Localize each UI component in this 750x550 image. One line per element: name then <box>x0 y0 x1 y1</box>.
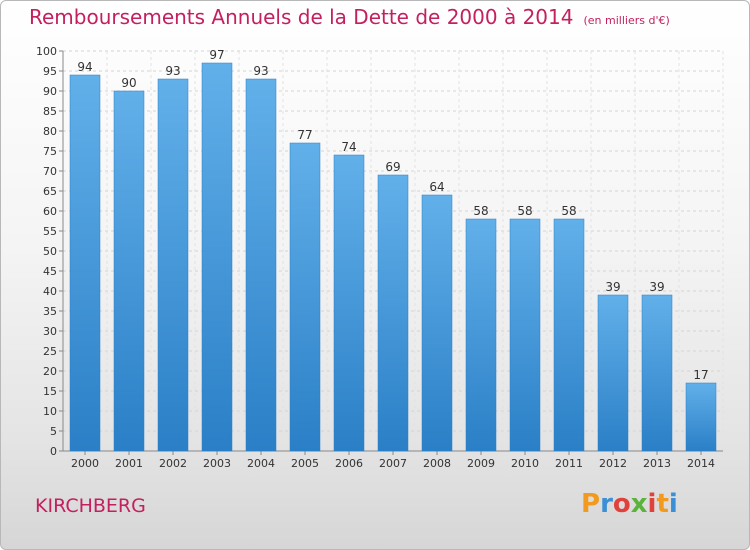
data-label-2004: 93 <box>253 64 268 78</box>
bar-2014 <box>685 382 717 452</box>
y-tick-label: 30 <box>43 325 57 338</box>
x-tick-label-2013: 2013 <box>643 457 671 470</box>
logo-letter: P <box>581 489 601 519</box>
y-tick-label: 50 <box>43 245 57 258</box>
bar-2008 <box>421 194 453 452</box>
data-labels: 94 90 93 97 93 77 74 69 64 58 58 58 39 39 17 <box>77 48 708 382</box>
data-label-2013: 39 <box>649 280 664 294</box>
y-tick-label: 40 <box>43 285 57 298</box>
bar-2001 <box>113 90 145 452</box>
data-label-2002: 93 <box>165 64 180 78</box>
y-tick-label: 70 <box>43 165 57 178</box>
bar-2006 <box>333 154 365 452</box>
y-tick-label: 15 <box>43 385 57 398</box>
y-tick-label: 75 <box>43 145 57 158</box>
x-tick-label-2004: 2004 <box>247 457 275 470</box>
y-tick-label: 80 <box>43 125 57 138</box>
y-tick-label: 65 <box>43 185 57 198</box>
x-tick-label-2002: 2002 <box>159 457 187 470</box>
y-tick-label: 0 <box>50 445 57 458</box>
y-tick-label: 100 <box>36 45 57 58</box>
bar-2013 <box>641 294 673 452</box>
chart-title: Remboursements Annuels de la Dette de 20… <box>29 5 670 29</box>
x-tick-label-2007: 2007 <box>379 457 407 470</box>
bar-2000 <box>69 74 101 452</box>
bar-2005 <box>289 142 321 452</box>
bar-2012 <box>597 294 629 452</box>
x-tick-label-2000: 2000 <box>71 457 99 470</box>
data-label-2006: 74 <box>341 140 356 154</box>
x-tick-label-2008: 2008 <box>423 457 451 470</box>
bar-2010 <box>509 218 541 452</box>
proxiti-logo: Proxiti <box>581 489 678 519</box>
y-tick-label: 95 <box>43 65 57 78</box>
data-label-2011: 58 <box>561 204 576 218</box>
x-tick-label-2012: 2012 <box>599 457 627 470</box>
x-tick-label-2014: 2014 <box>687 457 715 470</box>
y-tick-label: 25 <box>43 345 57 358</box>
logo-letter: x <box>630 489 648 519</box>
bar-2003 <box>201 62 233 452</box>
title-text: Remboursements Annuels de la Dette de 20… <box>29 5 574 29</box>
y-tick-label: 85 <box>43 105 57 118</box>
logo-letter: o <box>612 489 631 519</box>
x-tick-label-2006: 2006 <box>335 457 363 470</box>
unit-label: (en milliers d'€) <box>583 14 670 27</box>
data-label-2010: 58 <box>517 204 532 218</box>
logo-letter: r <box>600 489 613 519</box>
y-tick-label: 5 <box>50 425 57 438</box>
data-label-2003: 97 <box>209 48 224 62</box>
data-label-2008: 64 <box>429 180 444 194</box>
bar-2009 <box>465 218 497 452</box>
x-tick-label-2009: 2009 <box>467 457 495 470</box>
logo-letter: i <box>668 489 678 519</box>
logo-letter: t <box>656 489 669 519</box>
y-tick-label: 60 <box>43 205 57 218</box>
data-label-2007: 69 <box>385 160 400 174</box>
logo-letter: i <box>647 489 657 519</box>
bar-2011 <box>553 218 585 452</box>
x-tick-label-2011: 2011 <box>555 457 583 470</box>
bar-2002 <box>157 78 189 452</box>
data-label-2012: 39 <box>605 280 620 294</box>
y-tick-label: 35 <box>43 305 57 318</box>
y-tick-label: 55 <box>43 225 57 238</box>
data-label-2009: 58 <box>473 204 488 218</box>
bar-2004 <box>245 78 277 452</box>
bars <box>69 62 717 452</box>
x-tick-label-2010: 2010 <box>511 457 539 470</box>
data-label-2005: 77 <box>297 128 312 142</box>
bar-2007 <box>377 174 409 452</box>
data-label-2014: 17 <box>693 368 708 382</box>
x-tick-label-2001: 2001 <box>115 457 143 470</box>
data-label-2000: 94 <box>77 60 92 74</box>
x-tick-label-2005: 2005 <box>291 457 319 470</box>
y-tick-label: 45 <box>43 265 57 278</box>
y-tick-label: 10 <box>43 405 57 418</box>
x-tick-label-2003: 2003 <box>203 457 231 470</box>
y-tick-label: 90 <box>43 85 57 98</box>
y-tick-label: 20 <box>43 365 57 378</box>
commune-name: KIRCHBERG <box>35 495 146 517</box>
data-label-2001: 90 <box>121 76 136 90</box>
